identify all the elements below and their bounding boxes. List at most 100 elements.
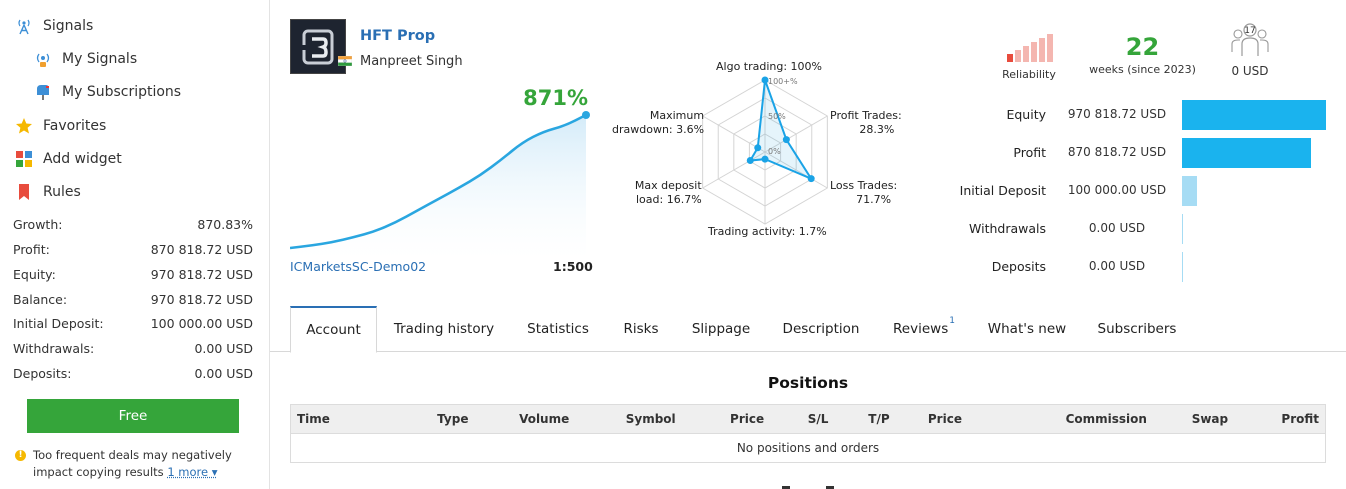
sidebar-item-label: Favorites (43, 118, 107, 134)
stat-value: 870 818.72 USD (150, 242, 253, 257)
radar-label-profit-trades: Profit Trades: 28.3% (830, 109, 902, 137)
tab-subscribers[interactable]: Subscribers (1092, 306, 1182, 352)
sidebar: Signals My Signals My Subscriptions Favo… (0, 0, 270, 489)
stat-balance: Balance: 970 818.72 USD (13, 292, 253, 307)
growth-percent: 871% (523, 86, 588, 110)
bar-fill (1182, 138, 1311, 168)
tab-reviews[interactable]: Reviews 1 (888, 306, 960, 352)
reliability-bars-icon (1007, 34, 1053, 62)
radar-label-profit-trades-title: Profit Trades: (830, 109, 902, 122)
bar-label: Deposits (991, 259, 1046, 274)
radar-label-max-deposit-value: load: 16.7% (636, 193, 702, 206)
star-icon (15, 117, 33, 135)
subscribers-icon: 17 (1231, 23, 1269, 56)
col-tp[interactable]: T/P (848, 404, 910, 434)
author-name[interactable]: Manpreet Singh (360, 54, 463, 69)
stat-value: 970 818.72 USD (150, 292, 253, 307)
warning-text: Too frequent deals may negatively impact… (33, 448, 232, 479)
stat-value: 100 000.00 USD (150, 316, 253, 331)
bar-fill (1182, 252, 1183, 282)
radar-point (754, 144, 762, 152)
broker-server-link[interactable]: ICMarketsSC-Demo02 (290, 259, 427, 274)
tab-label: Statistics (527, 321, 589, 337)
bar-value: 870 818.72 USD (1067, 145, 1167, 159)
radar-scale-100: 100+% (768, 77, 798, 86)
india-flag-icon (338, 56, 352, 66)
radar-label-max-drawdown-title: Maximum (649, 109, 705, 122)
tab-label: Account (306, 322, 361, 338)
signal-title[interactable]: HFT Prop (360, 28, 436, 44)
radar-spoke (764, 151, 828, 189)
bar-label: Withdrawals (969, 221, 1046, 236)
subscribe-free-button[interactable]: Free (27, 399, 239, 433)
radar-point (746, 157, 754, 165)
stat-equity: Equity: 970 818.72 USD (13, 267, 253, 282)
stat-initial-deposit: Initial Deposit: 100 000.00 USD (13, 316, 253, 331)
sidebar-item-my-signals[interactable]: My Signals (34, 50, 137, 68)
col-symbol[interactable]: Symbol (594, 404, 707, 434)
radar-shape (748, 79, 814, 181)
stat-label: Initial Deposit: (13, 316, 104, 331)
subscribers-block[interactable]: 17 0 USD (1222, 22, 1278, 78)
stat-label: Withdrawals: (13, 341, 95, 356)
summary-bar-initial-deposit: Initial Deposit 100 000.00 USD (940, 176, 1346, 206)
radar-scale-0: 0% (768, 147, 781, 156)
tab-whats-new[interactable]: What's new (982, 306, 1072, 352)
tab-label: Description (782, 321, 860, 337)
reliability-label: Reliability (1002, 68, 1056, 81)
tab-trading-history[interactable]: Trading history (387, 306, 501, 352)
col-commission[interactable]: Commission (980, 404, 1153, 434)
sidebar-item-favorites[interactable]: Favorites (15, 117, 106, 135)
sidebar-item-signals[interactable]: Signals (15, 17, 93, 35)
col-volume[interactable]: Volume (493, 404, 595, 434)
radar-label-max-deposit-title: Max deposit (634, 179, 702, 192)
stat-value: 870.83% (197, 217, 253, 232)
sidebar-item-label: My Signals (62, 51, 138, 67)
col-price-open[interactable]: Price (706, 404, 788, 434)
tab-label: Slippage (691, 321, 751, 337)
col-price-current[interactable]: Price (909, 404, 981, 434)
next-section-heading-stub (782, 486, 834, 489)
tab-label: Reviews (893, 321, 949, 337)
col-sl[interactable]: S/L (787, 404, 849, 434)
stat-profit: Profit: 870 818.72 USD (13, 242, 253, 257)
more-warnings-link[interactable]: 1 more ▾ (167, 465, 218, 479)
signal-avatar[interactable] (290, 19, 346, 74)
sidebar-item-rules[interactable]: Rules (15, 183, 81, 201)
growth-curve (289, 111, 590, 260)
leverage: 1:500 (553, 259, 593, 274)
radar-label-loss-trades-value: 71.7% (856, 193, 892, 206)
tab-label: What's new (987, 321, 1067, 337)
weeks-block: 22 weeks (since 2023) (1085, 32, 1200, 76)
sidebar-item-my-subscriptions[interactable]: My Subscriptions (34, 83, 181, 101)
bar-value: 0.00 USD (1088, 259, 1146, 273)
radar-spoke (702, 115, 766, 153)
bar-fill (1182, 176, 1197, 206)
reliability-indicator[interactable]: Reliability (999, 34, 1059, 81)
bar-value: 100 000.00 USD (1067, 183, 1167, 197)
tab-slippage[interactable]: Slippage (685, 306, 757, 352)
bar-label: Initial Deposit (959, 183, 1046, 198)
col-swap[interactable]: Swap (1152, 404, 1235, 434)
bookmark-icon (15, 183, 33, 201)
sidebar-item-label: My Subscriptions (62, 84, 182, 100)
tab-risks[interactable]: Risks (615, 306, 667, 352)
sidebar-item-label: Rules (43, 184, 81, 200)
stat-growth: Growth: 870.83% (13, 217, 253, 232)
risk-radar: Algo trading: 100% Profit Trades: 28.3% L… (600, 55, 930, 245)
col-type[interactable]: Type (412, 404, 494, 434)
reviews-badge: 1 (949, 316, 955, 326)
subscription-price: 0 USD (1231, 64, 1269, 78)
col-time[interactable]: Time (290, 404, 413, 434)
stat-label: Profit: (13, 242, 50, 257)
tab-description[interactable]: Description (775, 306, 867, 352)
col-profit[interactable]: Profit (1234, 404, 1327, 434)
stat-label: Equity: (13, 267, 56, 282)
tab-statistics[interactable]: Statistics (518, 306, 598, 352)
radar-label-max-deposit: Max deposit load: 16.7% (632, 179, 702, 207)
summary-bar-equity: Equity 970 818.72 USD (940, 100, 1346, 130)
widget-icon (15, 150, 33, 168)
tab-account[interactable]: Account (290, 306, 377, 353)
sidebar-item-add-widget[interactable]: Add widget (15, 150, 122, 168)
positions-table: Time Type Volume Symbol Price S/L T/P Pr… (290, 404, 1327, 463)
